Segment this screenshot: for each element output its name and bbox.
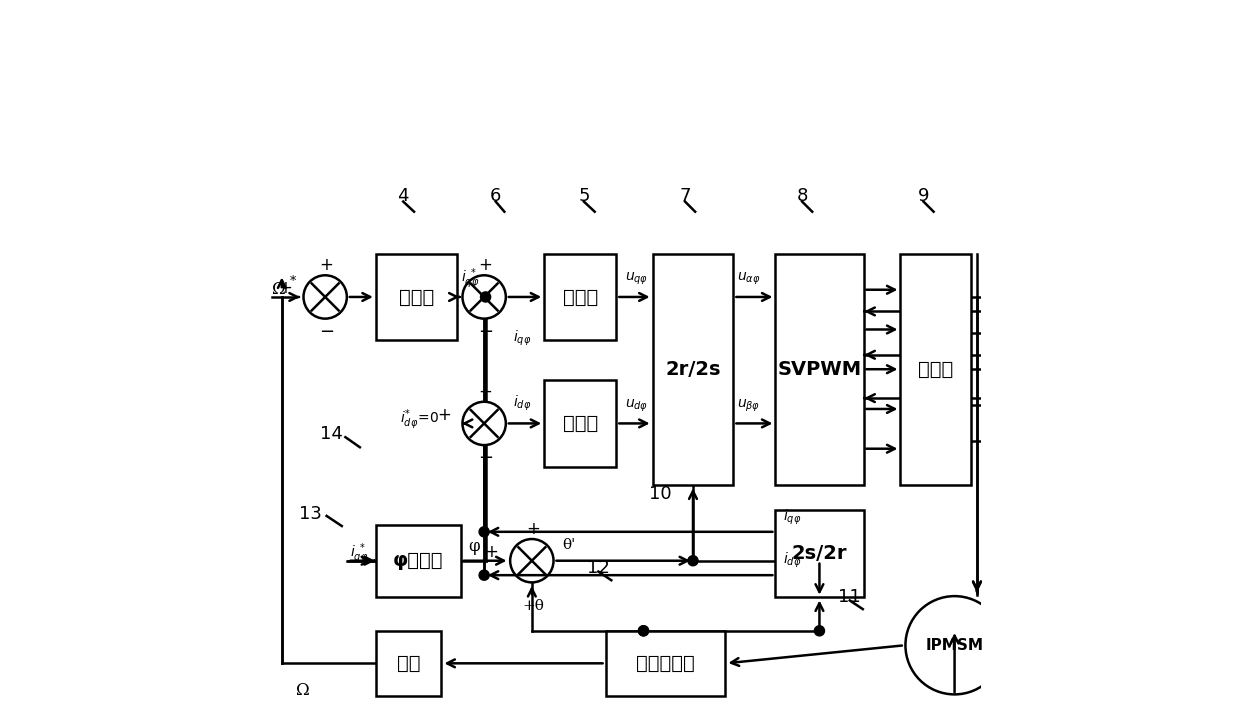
Circle shape <box>510 539 553 582</box>
Bar <box>775 253 863 485</box>
Text: 11: 11 <box>838 588 861 606</box>
Circle shape <box>639 626 649 636</box>
Text: $u_{d\varphi}$: $u_{d\varphi}$ <box>625 397 649 413</box>
Text: 2s/2r: 2s/2r <box>791 544 847 563</box>
Text: 电流环: 电流环 <box>563 414 598 433</box>
Text: +: + <box>479 382 492 400</box>
Text: +: + <box>479 256 492 274</box>
Bar <box>652 253 733 485</box>
Circle shape <box>304 275 347 319</box>
Bar <box>775 510 863 597</box>
Text: $i_{d\varphi}$: $i_{d\varphi}$ <box>782 551 801 571</box>
Text: +: + <box>278 279 291 298</box>
Bar <box>376 253 456 340</box>
Text: Ω: Ω <box>296 682 310 699</box>
Text: −: − <box>479 323 494 341</box>
Circle shape <box>986 393 997 403</box>
Text: 4: 4 <box>398 187 409 205</box>
Circle shape <box>905 596 1003 694</box>
Bar <box>900 253 971 485</box>
Circle shape <box>986 306 997 316</box>
Circle shape <box>463 402 506 445</box>
Text: 微分: 微分 <box>397 654 420 673</box>
Bar <box>376 631 440 696</box>
Circle shape <box>639 626 649 636</box>
Text: 7: 7 <box>680 187 691 205</box>
Text: φ控制器: φ控制器 <box>393 551 444 571</box>
Circle shape <box>481 292 491 302</box>
Text: $i_{q\varphi}$: $i_{q\varphi}$ <box>513 329 532 348</box>
Bar <box>544 380 616 467</box>
Text: 5: 5 <box>578 187 589 205</box>
Text: 13: 13 <box>299 505 322 523</box>
Text: −: − <box>479 449 494 467</box>
Text: IPMSM: IPMSM <box>925 638 983 653</box>
Text: Ω: Ω <box>272 281 285 298</box>
Circle shape <box>479 570 490 580</box>
Text: $i_{d\varphi}$: $i_{d\varphi}$ <box>513 394 532 413</box>
Circle shape <box>463 275 506 319</box>
Text: φ: φ <box>469 538 480 555</box>
Text: 8: 8 <box>796 187 807 205</box>
Text: $u_{\alpha\varphi}$: $u_{\alpha\varphi}$ <box>737 271 760 287</box>
Text: +: + <box>526 520 541 538</box>
Circle shape <box>815 626 825 636</box>
Text: θ': θ' <box>562 538 575 552</box>
Circle shape <box>688 555 698 565</box>
Text: $i_{q\varphi}^{\ *}$: $i_{q\varphi}^{\ *}$ <box>350 542 368 565</box>
Circle shape <box>479 527 490 537</box>
Circle shape <box>986 350 997 360</box>
Circle shape <box>986 350 997 360</box>
Text: 9: 9 <box>918 187 929 205</box>
Circle shape <box>986 306 997 316</box>
Text: $i_{d\varphi}^{*}\!=\!0$: $i_{d\varphi}^{*}\!=\!0$ <box>401 408 439 432</box>
Text: +: + <box>485 543 498 561</box>
Bar <box>605 631 724 696</box>
Text: $u_{\beta\varphi}$: $u_{\beta\varphi}$ <box>737 397 760 413</box>
Text: 2r/2s: 2r/2s <box>665 360 720 379</box>
Bar <box>544 253 616 340</box>
Text: +: + <box>320 256 334 274</box>
Text: +: + <box>436 405 451 424</box>
Text: 14: 14 <box>320 425 342 443</box>
Text: 转速环: 转速环 <box>398 287 434 306</box>
Text: 12: 12 <box>587 559 610 577</box>
Text: $i_{q\varphi}^{\ *}$: $i_{q\varphi}^{\ *}$ <box>461 266 480 291</box>
Bar <box>376 525 461 597</box>
Text: SVPWM: SVPWM <box>777 360 862 379</box>
Text: $u_{q\varphi}$: $u_{q\varphi}$ <box>625 271 649 287</box>
Text: $i_{q\varphi}$: $i_{q\varphi}$ <box>782 508 801 527</box>
Text: −: − <box>319 323 335 341</box>
Text: 10: 10 <box>650 484 672 502</box>
Text: +θ: +θ <box>522 599 544 613</box>
Text: 光电编码器: 光电编码器 <box>636 654 694 673</box>
Circle shape <box>986 393 997 403</box>
Text: 逆变器: 逆变器 <box>918 360 954 379</box>
Text: 电流环: 电流环 <box>563 287 598 306</box>
Text: *: * <box>289 274 296 287</box>
Text: 6: 6 <box>490 187 501 205</box>
